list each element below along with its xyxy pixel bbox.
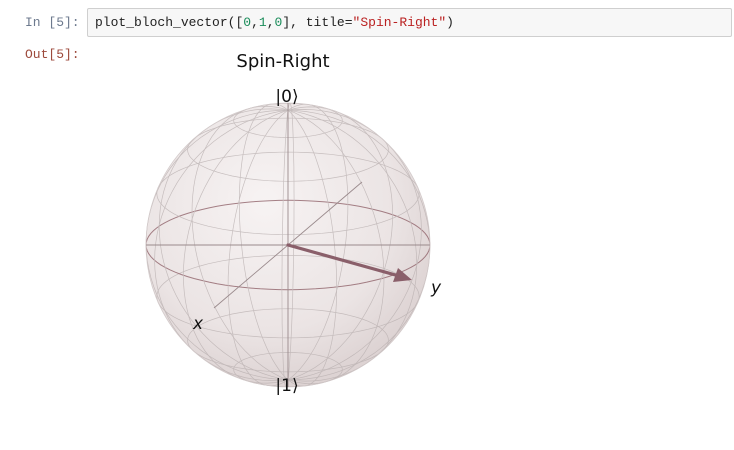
code-paren-close: ) [446, 15, 454, 30]
out-prompt: Out[5]: [25, 47, 80, 62]
bloch-sphere-figure: Spin-Right |0⟩ |1⟩ x y [145, 51, 442, 396]
latitude-line [156, 254, 420, 339]
longitude-line [154, 109, 422, 381]
code-cell-input[interactable]: plot_bloch_vector([0,1,0], title="Spin-R… [87, 8, 732, 37]
label-x-axis: x [192, 314, 204, 334]
latitude-line [187, 117, 389, 182]
code-string: "Spin-Right" [352, 15, 447, 30]
code-number: 0 [274, 15, 283, 30]
code-function: plot_bloch_vector( [95, 15, 236, 30]
label-y-axis: y [430, 278, 442, 298]
code-comma: , [251, 15, 259, 30]
code-keyword-arg: , title= [290, 15, 353, 30]
label-ket-one: |1⟩ [275, 376, 298, 396]
code-number: 0 [243, 15, 252, 30]
latitude-line [187, 308, 389, 373]
longitude-line [191, 105, 385, 385]
code-comma: , [266, 15, 275, 30]
vector-arrowhead [393, 268, 412, 282]
vector-shaft [286, 243, 401, 278]
output-area: Spin-Right |0⟩ |1⟩ x y [87, 40, 732, 440]
code-bracket-open: [ [235, 15, 244, 30]
figure-title: Spin-Right [236, 51, 329, 72]
label-ket-zero: |0⟩ [275, 87, 298, 107]
bloch-vector-arrow [286, 243, 412, 282]
latitude-line [156, 151, 420, 236]
longitude-line [238, 103, 338, 387]
code-bracket-close: ] [282, 15, 291, 30]
longitude-line [281, 102, 295, 388]
code-number: 1 [258, 15, 267, 30]
in-prompt: In [5]: [25, 15, 80, 30]
longitude-line [227, 103, 349, 387]
